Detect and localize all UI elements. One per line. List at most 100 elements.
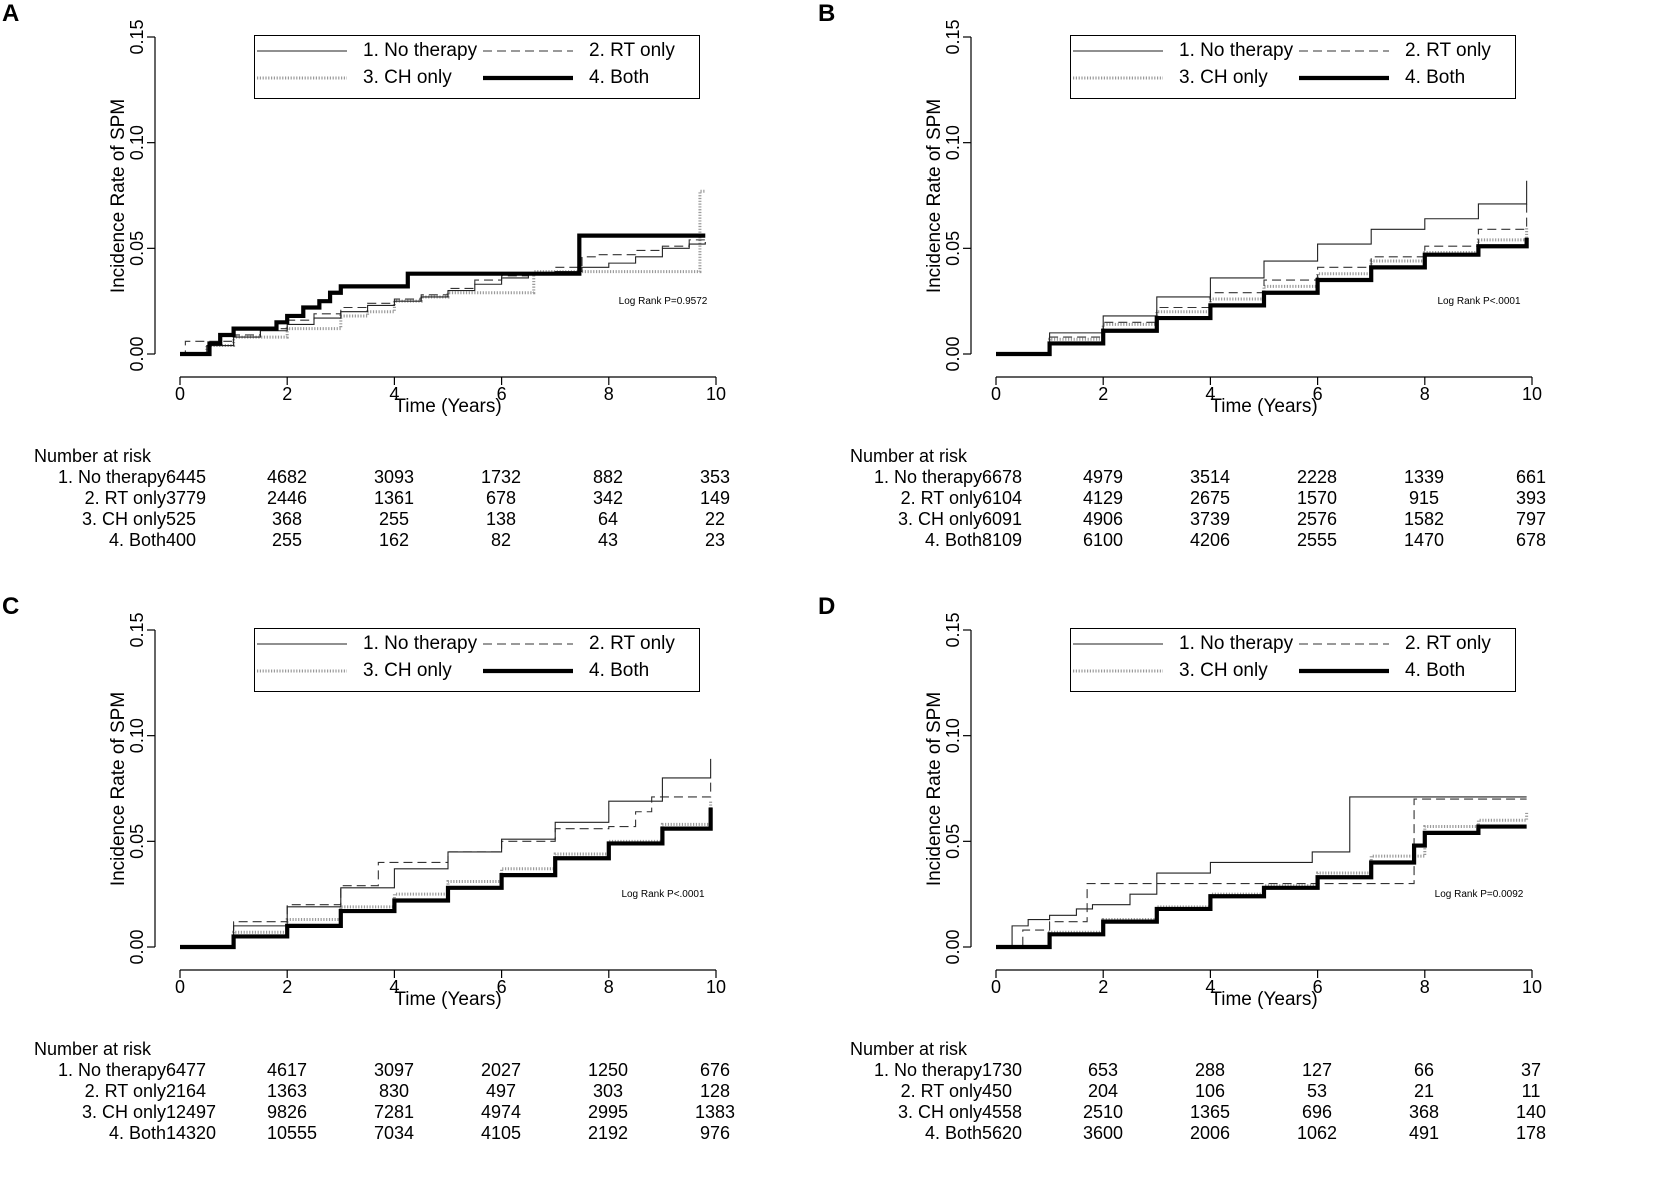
panel-letter: B — [818, 0, 836, 27]
series-line-ch-only — [180, 189, 706, 356]
risk-value: 1383 — [695, 1102, 736, 1122]
risk-row-label: 4. Both — [108, 1123, 166, 1143]
risk-value: 255 — [378, 509, 410, 529]
risk-row-ch-only: 3. CH only 525 368 255 138 64 22 — [0, 509, 828, 531]
risk-value: 37 — [1520, 1060, 1542, 1080]
legend-swatch — [1073, 669, 1163, 673]
risk-value: 106 — [1194, 1081, 1226, 1101]
risk-value: 4617 — [267, 1060, 308, 1080]
risk-value: 8109 — [982, 530, 1023, 550]
risk-value: 976 — [699, 1123, 731, 1143]
risk-value: 1570 — [1297, 488, 1338, 508]
y-tick-label: 0.00 — [943, 929, 963, 964]
risk-value: 696 — [1301, 1102, 1333, 1122]
y-tick-label: 0.10 — [127, 125, 147, 160]
risk-value: 5620 — [982, 1123, 1023, 1143]
y-axis-title: Incidence Rate of SPM — [108, 99, 129, 293]
risk-value: 4906 — [1083, 509, 1124, 529]
x-axis-title: Time (Years) — [1210, 396, 1317, 417]
risk-value: 6091 — [982, 509, 1023, 529]
risk-value: 393 — [1515, 488, 1547, 508]
risk-value: 3779 — [166, 488, 207, 508]
risk-value: 3739 — [1190, 509, 1231, 529]
legend-item-ch-only: 3. CH only — [1071, 65, 1291, 91]
x-tick-label: 2 — [1098, 977, 1108, 997]
x-tick-label: 0 — [991, 384, 1001, 404]
x-tick-label: 0 — [991, 977, 1001, 997]
legend-label: 4. Both — [1405, 660, 1466, 681]
legend-swatch — [483, 50, 573, 52]
risk-row-both: 4. Both 5620 3600 2006 1062 491 178 — [816, 1123, 1644, 1145]
legend-swatch — [1299, 50, 1389, 52]
risk-row-label: 3. CH only — [81, 509, 166, 529]
risk-value: 915 — [1408, 488, 1440, 508]
risk-value: 525 — [166, 509, 197, 529]
legend-item-no-therapy: 1. No therapy — [255, 631, 477, 657]
risk-value: 4105 — [481, 1123, 522, 1143]
legend-item-rt-only: 2. RT only — [481, 631, 701, 657]
panel-d: D 0.00 0.05 0.10 0.15 Incidence Rate of SPM 0… — [816, 593, 1644, 1193]
series-line-no-therapy — [180, 241, 706, 355]
risk-value: 10555 — [267, 1123, 318, 1143]
y-tick-label: 0.05 — [127, 231, 147, 266]
legend-label: 2. RT only — [1405, 40, 1491, 61]
risk-value: 653 — [1087, 1060, 1119, 1080]
risk-value: 43 — [597, 530, 619, 550]
legend-swatch — [257, 76, 347, 80]
panel-letter: C — [2, 593, 20, 620]
series-line-no-therapy — [996, 796, 1527, 948]
risk-value: 1365 — [1190, 1102, 1231, 1122]
risk-value: 303 — [592, 1081, 624, 1101]
legend-swatch — [483, 643, 573, 645]
risk-row-ch-only: 3. CH only 6091 4906 3739 2576 1582 797 — [816, 509, 1644, 531]
risk-row-label: 4. Both — [924, 530, 982, 550]
panel-a: A 0.00 0.05 0.10 0.15 Incidence Rate of SPM 0… — [0, 0, 828, 600]
risk-value: 491 — [1408, 1123, 1440, 1143]
legend-item-both: 4. Both — [1297, 658, 1517, 684]
legend-swatch — [257, 643, 347, 645]
risk-value: 3097 — [374, 1060, 415, 1080]
risk-value: 497 — [485, 1081, 517, 1101]
legend-item-rt-only: 2. RT only — [1297, 631, 1517, 657]
risk-table: Number at risk 1. No therapy 6678 4979 3514 2… — [816, 446, 1644, 596]
risk-row-label: 1. No therapy — [873, 467, 982, 487]
risk-value: 14320 — [166, 1123, 217, 1143]
log-rank-annotation: Log Rank P=0.0092 — [1435, 889, 1524, 900]
legend-label: 2. RT only — [1405, 633, 1491, 654]
risk-table: Number at risk 1. No therapy 6477 4617 3097 2… — [0, 1039, 828, 1189]
risk-value: 400 — [166, 530, 197, 550]
plot-area: 0.00 0.05 0.10 0.15 Incidence Rate of SPM 0 2 4… — [108, 19, 726, 417]
y-tick-label: 0.00 — [127, 929, 147, 964]
x-tick-label: 6 — [1313, 384, 1323, 404]
x-tick-label: 6 — [1313, 977, 1323, 997]
legend-swatch — [1299, 668, 1389, 674]
risk-value: 23 — [704, 530, 726, 550]
risk-row-ch-only: 3. CH only 12497 9826 7281 4974 2995 1383 — [0, 1102, 828, 1124]
risk-row-no-therapy: 1. No therapy 6477 4617 3097 2027 1250 676 — [0, 1060, 828, 1082]
risk-value: 178 — [1515, 1123, 1547, 1143]
x-tick-label: 2 — [282, 384, 292, 404]
legend-label: 3. CH only — [1179, 67, 1268, 88]
series-line-rt-only — [180, 782, 712, 948]
risk-value: 4206 — [1190, 530, 1231, 550]
risk-value: 678 — [485, 488, 517, 508]
risk-row-no-therapy: 1. No therapy 1730 653 288 127 66 37 — [816, 1060, 1644, 1082]
risk-row-label: 2. RT only — [900, 488, 982, 508]
y-tick-label: 0.15 — [127, 612, 147, 647]
log-rank-annotation: Log Rank P<.0001 — [621, 889, 705, 900]
risk-value: 128 — [699, 1081, 731, 1101]
x-tick-label: 4 — [389, 977, 399, 997]
x-tick-label: 10 — [1522, 977, 1542, 997]
risk-row-rt-only: 2. RT only 450 204 106 53 21 11 — [816, 1081, 1644, 1103]
risk-value: 82 — [490, 530, 512, 550]
risk-row-label: 3. CH only — [897, 1102, 982, 1122]
risk-value: 7281 — [374, 1102, 415, 1122]
risk-table: Number at risk 1. No therapy 6445 4682 3093 1… — [0, 446, 828, 596]
x-axis-title: Time (Years) — [394, 396, 501, 417]
risk-row-both: 4. Both 400 255 162 82 43 23 — [0, 530, 828, 552]
risk-value: 3093 — [374, 467, 415, 487]
risk-value: 678 — [1515, 530, 1547, 550]
risk-value: 22 — [704, 509, 726, 529]
risk-row-label: 2. RT only — [900, 1081, 982, 1101]
y-tick-label: 0.10 — [943, 125, 963, 160]
